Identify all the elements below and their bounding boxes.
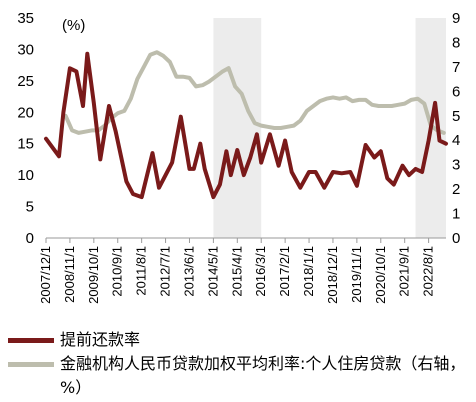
right-y-tick-label: 1 — [452, 206, 460, 223]
x-tick-label: 2012/7/1 — [158, 246, 173, 297]
x-tick-label: 2020/10/1 — [373, 246, 388, 304]
x-tick-label: 2022/8/1 — [421, 246, 436, 297]
left-y-tick-label: 5 — [26, 199, 34, 216]
legend-swatch-mortgage-rate — [8, 362, 54, 367]
axes — [45, 237, 446, 243]
x-tick-label: 2018/1/1 — [301, 246, 316, 297]
series-line-prepayment-rate — [44, 51, 448, 200]
x-tick-label: 2007/12/1 — [38, 246, 53, 304]
legend-label-mortgage-rate: 金融机构人民币贷款加权平均利率:个人住房贷款（右轴，%） — [60, 354, 466, 397]
left-y-tick-label: 25 — [17, 73, 34, 90]
x-tick-label: 2009/10/1 — [86, 246, 101, 304]
legend-swatch-prepayment-rate — [8, 338, 54, 343]
x-tick-label: 2018/12/1 — [325, 246, 340, 304]
x-tick-label: 2008/11/1 — [62, 246, 77, 303]
x-tick-label: 2014/5/1 — [205, 246, 220, 297]
legend-item-mortgage-rate: 金融机构人民币贷款加权平均利率:个人住房贷款（右轴，%） — [8, 352, 476, 400]
legend-item-prepayment-rate: 提前还款率 — [8, 328, 476, 352]
series-lines — [44, 50, 448, 200]
legend-label-prepayment-rate: 提前还款率 — [60, 330, 141, 349]
right-y-tick-label: 9 — [452, 10, 460, 27]
series-line-mortgage-rate — [63, 50, 446, 135]
right-y-tick-label: 6 — [452, 83, 460, 100]
left-y-tick-label: 10 — [17, 167, 34, 184]
left-y-tick-label: 30 — [17, 41, 34, 58]
left-y-tick-label: 0 — [26, 230, 34, 247]
x-tick-label: 2019/11/1 — [349, 246, 364, 303]
right-y-tick-label: 2 — [452, 181, 460, 198]
tick-labels: 0 5 10 15 20 25 30 35 0 1 2 3 4 5 6 7 8 9 (%) 2007/12/1 2008… — [17, 10, 460, 304]
shaded-period — [213, 18, 262, 238]
chart: 0 5 10 15 20 25 30 35 0 1 2 3 4 5 6 7 8 9 (%) 2007/12/1 2008… — [17, 10, 460, 304]
right-y-tick-label: 4 — [452, 132, 460, 149]
x-tick-label: 2010/9/1 — [110, 246, 125, 297]
right-y-tick-label: 3 — [452, 157, 460, 174]
x-tick-label: 2016/3/1 — [253, 246, 268, 297]
right-y-tick-label: 8 — [452, 34, 460, 51]
unit-label: (%) — [62, 17, 85, 34]
x-tick-label: 2017/2/1 — [277, 246, 292, 297]
left-y-tick-label: 35 — [17, 10, 34, 27]
right-y-tick-label: 5 — [452, 108, 460, 125]
x-tick-label: 2021/9/1 — [397, 246, 412, 297]
x-tick-label: 2015/4/1 — [229, 246, 244, 297]
shaded-periods — [213, 18, 446, 238]
right-y-tick-label: 0 — [452, 230, 460, 247]
x-tick-label: 2013/6/1 — [181, 246, 196, 297]
x-tick-label: 2011/8/1 — [134, 246, 149, 296]
left-y-tick-label: 15 — [17, 136, 34, 153]
right-y-tick-label: 7 — [452, 59, 460, 76]
left-y-tick-label: 20 — [17, 104, 34, 121]
